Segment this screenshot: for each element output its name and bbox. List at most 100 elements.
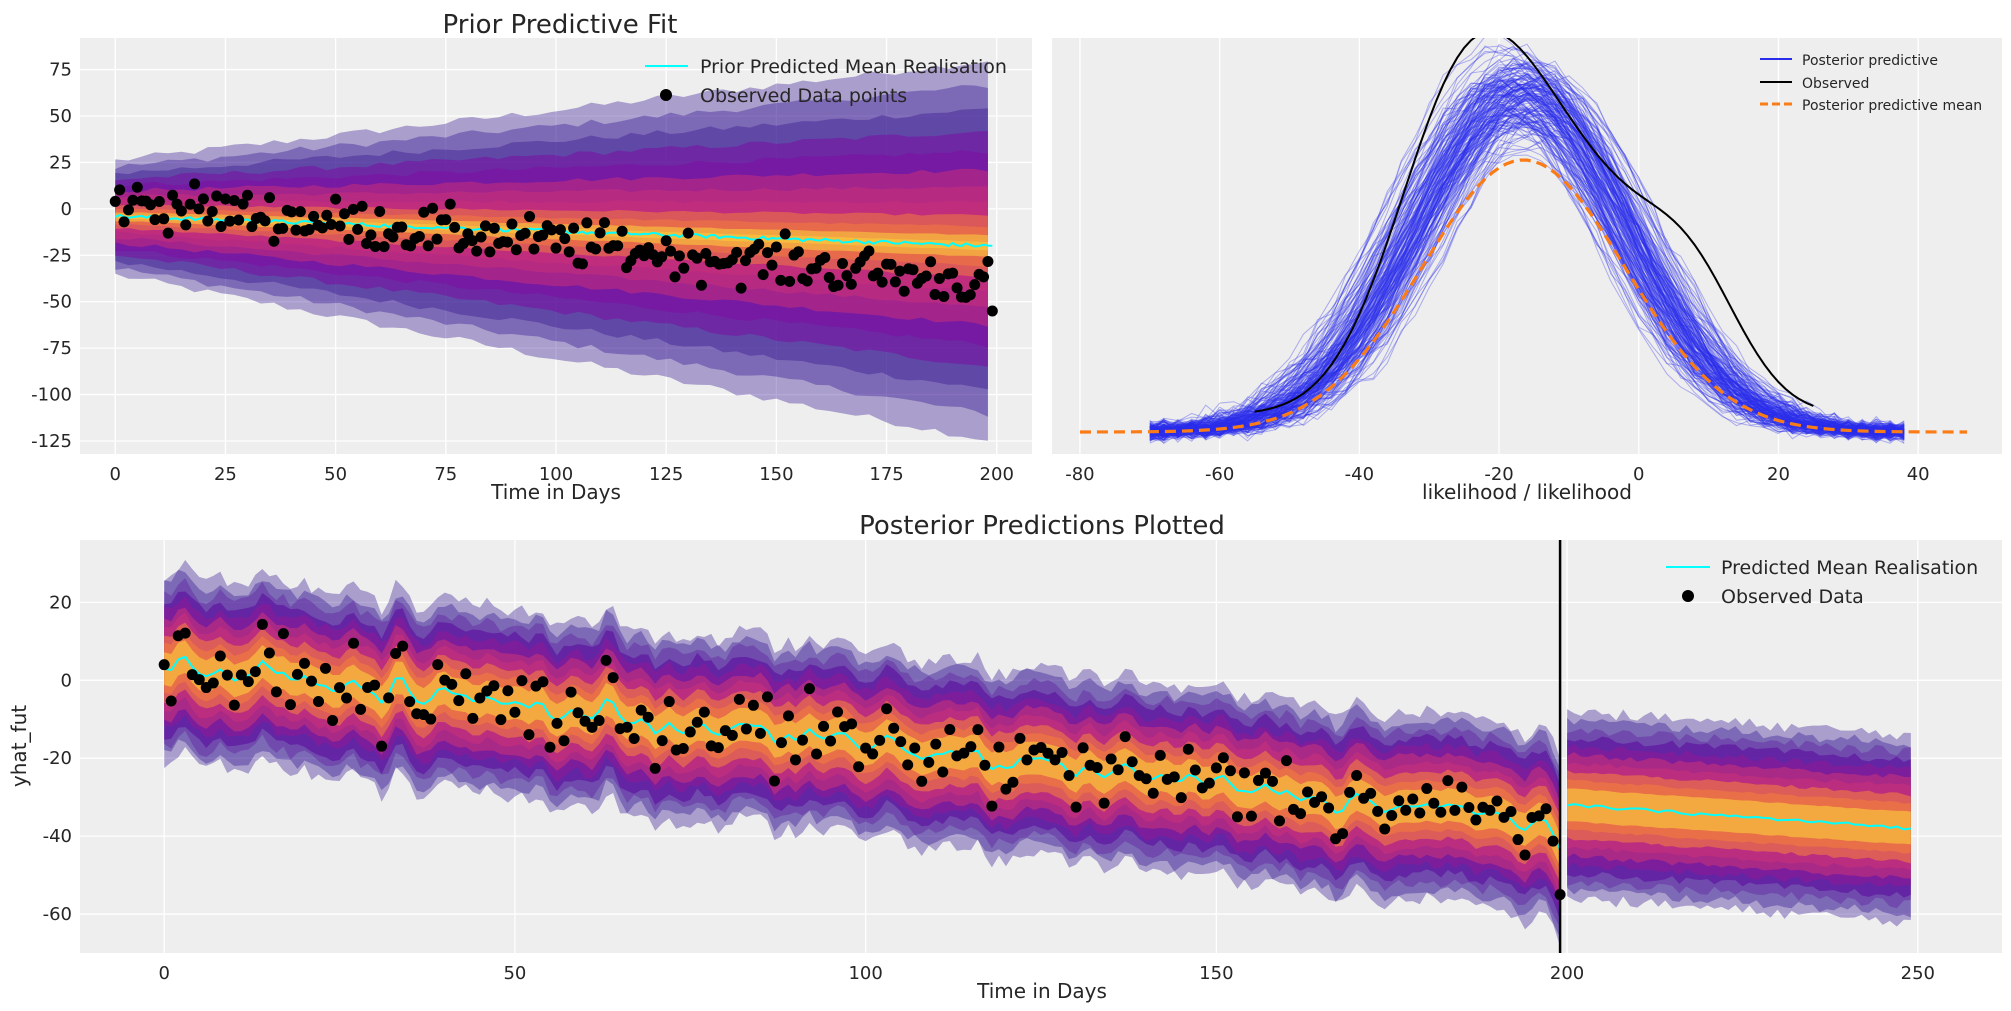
observed-data-point bbox=[397, 640, 409, 652]
posterior-predictive-draw bbox=[1149, 115, 1905, 442]
observed-data-point bbox=[1231, 811, 1243, 823]
posterior-predictive-draw bbox=[1149, 103, 1905, 441]
x-tick-label: 50 bbox=[503, 963, 526, 984]
posterior-predictive-draw bbox=[1149, 93, 1905, 434]
posterior-predictive-draw bbox=[1149, 79, 1905, 438]
posterior-predictive-draw bbox=[1149, 88, 1905, 438]
observed-point bbox=[792, 246, 804, 258]
observed-point bbox=[158, 213, 170, 225]
legend-label-posterior-predictive: Posterior predictive bbox=[1802, 53, 1938, 69]
observed-point bbox=[457, 238, 469, 250]
observed-data-point bbox=[544, 741, 556, 753]
posterior-predictive-draw bbox=[1149, 72, 1905, 438]
observed-point bbox=[149, 214, 161, 226]
x-tick-label: 125 bbox=[649, 464, 683, 485]
posterior-predictive-draw bbox=[1149, 93, 1905, 441]
observed-data-point bbox=[649, 762, 661, 774]
observed-point bbox=[554, 224, 566, 236]
posterior-predictive-draw bbox=[1149, 79, 1905, 432]
observed-point bbox=[947, 267, 959, 279]
observed-data-point bbox=[256, 618, 268, 630]
posterior-predictive-draw bbox=[1149, 75, 1905, 437]
posterior-predictive-draw bbox=[1149, 99, 1905, 442]
observed-data-point bbox=[1203, 777, 1215, 789]
posterior-predictive-draw bbox=[1149, 80, 1905, 437]
observed-data-point bbox=[1259, 767, 1271, 779]
y-tick-label: 50 bbox=[49, 106, 72, 127]
observed-data-point bbox=[298, 657, 310, 669]
posterior-predictive-draw bbox=[1149, 100, 1905, 436]
observed-data-point bbox=[593, 715, 605, 727]
observed-data-point bbox=[334, 682, 346, 694]
legend-posterior-density: Posterior predictive Observed Posterior … bbox=[1760, 53, 1982, 114]
posterior-predictive-draw bbox=[1149, 95, 1905, 435]
observed-data-point bbox=[916, 775, 928, 787]
posterior-predictive-draw bbox=[1149, 79, 1905, 435]
observed-point bbox=[969, 279, 981, 291]
observed-data-point bbox=[811, 748, 823, 760]
observed-point bbox=[819, 251, 831, 263]
observed-data-point bbox=[832, 706, 844, 718]
posterior-predictive-draw bbox=[1149, 92, 1905, 442]
observed-point bbox=[334, 220, 346, 232]
posterior-predictive-draw bbox=[1149, 126, 1905, 439]
posterior-predictive-curves bbox=[1079, 38, 1968, 445]
observed-data-point bbox=[165, 695, 177, 707]
y-tick-label: -125 bbox=[31, 431, 72, 452]
posterior-predictive-draw bbox=[1149, 83, 1905, 439]
observed-point bbox=[863, 245, 875, 257]
observed-point bbox=[576, 258, 588, 270]
observed-data-point bbox=[775, 737, 787, 749]
observed-data-point bbox=[467, 712, 479, 724]
observed-point bbox=[396, 221, 408, 233]
posterior-predictive-draw bbox=[1149, 51, 1905, 439]
posterior-predictive-draw bbox=[1149, 98, 1905, 441]
observed-data-point bbox=[1533, 810, 1545, 822]
observed-data-point bbox=[1210, 762, 1222, 774]
y-tick-label: 20 bbox=[49, 592, 72, 613]
posterior-predictive-draw bbox=[1149, 73, 1905, 441]
posterior-predictive-draw bbox=[1149, 46, 1905, 439]
observed-data-point bbox=[221, 669, 233, 681]
observed-data-point bbox=[1372, 805, 1384, 817]
chart-title-prior: Prior Predictive Fit bbox=[443, 10, 678, 40]
posterior-predictive-draw bbox=[1149, 64, 1905, 439]
observed-point bbox=[471, 245, 483, 257]
legend-prior: Prior Predicted Mean Realisation Observe… bbox=[645, 56, 1007, 107]
y-tick-label: -50 bbox=[43, 292, 72, 313]
x-tick-label: 200 bbox=[980, 464, 1014, 485]
posterior-predictive-draw bbox=[1149, 83, 1905, 441]
observed-point bbox=[598, 217, 610, 229]
posterior-predictive-draw bbox=[1149, 60, 1905, 444]
observed-point bbox=[784, 275, 796, 287]
observed-data-point bbox=[1168, 771, 1180, 783]
observed-point bbox=[233, 214, 245, 226]
y-tick-label: -100 bbox=[31, 385, 72, 406]
observed-data-point bbox=[1189, 764, 1201, 776]
observed-point bbox=[131, 181, 143, 193]
observed-data-point bbox=[1519, 849, 1531, 861]
observed-point bbox=[206, 206, 218, 218]
observed-point bbox=[343, 233, 355, 245]
observed-point bbox=[885, 258, 897, 270]
observed-data-point bbox=[1175, 792, 1187, 804]
observed-data-point bbox=[1182, 743, 1194, 755]
observed-data-point bbox=[460, 668, 472, 680]
observed-data-point bbox=[502, 685, 514, 697]
chart-title-posterior: Posterior Predictions Plotted bbox=[859, 511, 1225, 541]
observed-point bbox=[122, 204, 134, 216]
posterior-predictive-draw bbox=[1149, 66, 1905, 435]
observed-point bbox=[656, 251, 668, 263]
posterior-predictive-draw bbox=[1149, 90, 1905, 436]
observed-density-line bbox=[1254, 38, 1814, 413]
observed-data-point bbox=[1245, 810, 1257, 822]
observed-data-point bbox=[1463, 802, 1475, 814]
observed-data-point bbox=[712, 742, 724, 754]
posterior-predictive-draw bbox=[1149, 75, 1905, 438]
legend-label-prior-mean: Prior Predicted Mean Realisation bbox=[700, 56, 1007, 78]
observed-data-point bbox=[425, 713, 437, 725]
observed-point bbox=[356, 200, 368, 212]
observed-point bbox=[352, 223, 364, 235]
observed-point bbox=[762, 247, 774, 259]
observed-data-point bbox=[1021, 754, 1033, 766]
